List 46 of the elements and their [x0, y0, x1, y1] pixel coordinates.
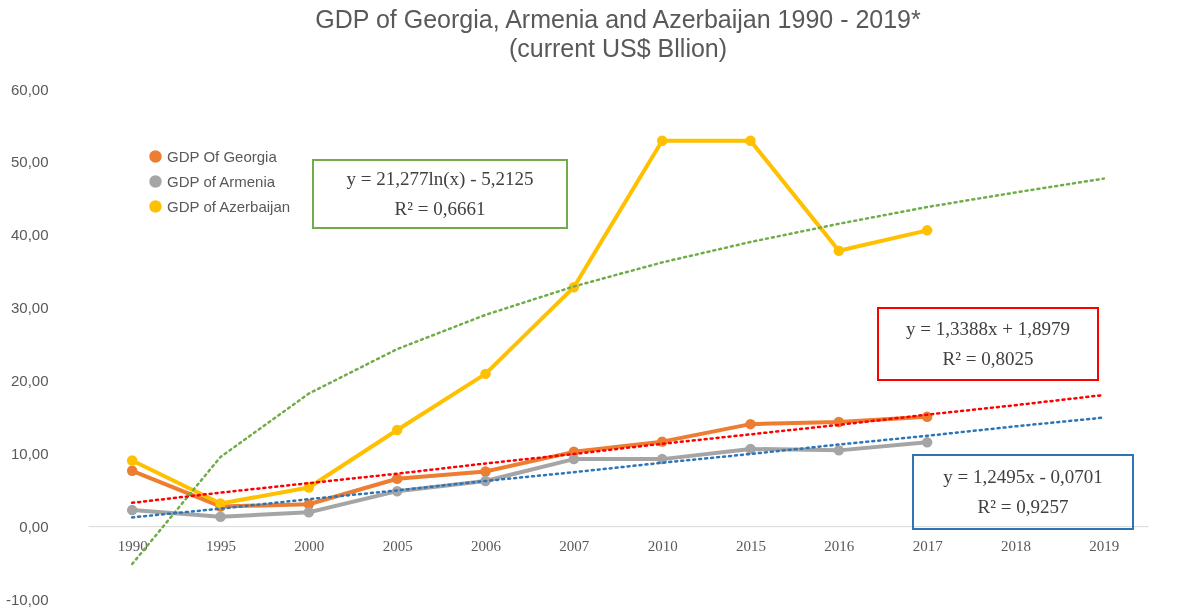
x-tick-label: 2006	[471, 537, 502, 554]
x-tick-label: 2000	[294, 537, 325, 554]
legend-label: GDP of Armenia	[167, 172, 276, 190]
x-tick-label: 2015	[736, 537, 766, 554]
x-tick-label: 2007	[559, 537, 590, 554]
x-tick-label: 2016	[824, 537, 855, 554]
y-tick-label: 30,00	[10, 299, 49, 317]
chart-title: GDP of Georgia, Armenia and Azerbaijan 1990 - 2019*	[315, 5, 922, 33]
point	[126, 455, 138, 466]
point	[745, 135, 756, 146]
point	[480, 466, 491, 477]
annotation: y = 1,2495x - 0,0701 R² = 0,9257	[943, 466, 1103, 517]
legend-label: GDP Of Georgia	[167, 147, 278, 165]
y-tick-label: 60,00	[10, 80, 49, 98]
point	[921, 437, 933, 448]
x-tick-label: 2010	[647, 537, 678, 554]
point	[921, 225, 933, 236]
annotation: y = 21,277ln(x) - 5,2125 R² = 0,6661	[346, 168, 534, 219]
y-tick-label: 40,00	[10, 226, 49, 244]
y-tick-label: 20,00	[10, 371, 49, 389]
point	[126, 504, 138, 516]
point	[303, 507, 315, 518]
x-tick-label: 1990	[117, 537, 148, 554]
annotation: y = 1,3388x + 1,8979 R² = 0,8025	[906, 318, 1070, 369]
point	[833, 445, 845, 456]
x-tick-label: 1995	[206, 537, 236, 554]
chart-subtitle: (current US$ Bllion)	[508, 34, 728, 62]
x-tick-label: 2019	[1089, 537, 1120, 554]
point	[568, 453, 580, 465]
y-tick-label: -10,00	[5, 590, 49, 608]
point	[745, 443, 756, 455]
y-tick-label: 50,00	[10, 153, 49, 171]
x-tick-label: 2017	[912, 537, 944, 554]
x-tick-label: 2018	[1001, 537, 1031, 554]
point	[833, 245, 845, 256]
point	[745, 418, 756, 430]
x-tick-label: 2005	[382, 537, 413, 554]
legend-label: GDP of Azerbaijan	[167, 197, 291, 215]
point	[480, 368, 491, 380]
point	[656, 135, 668, 146]
point	[215, 511, 226, 522]
point	[391, 473, 403, 485]
point	[126, 465, 138, 477]
y-tick-label: 10,00	[10, 444, 49, 462]
point	[391, 424, 403, 436]
y-tick-label: 0,00	[19, 517, 49, 535]
